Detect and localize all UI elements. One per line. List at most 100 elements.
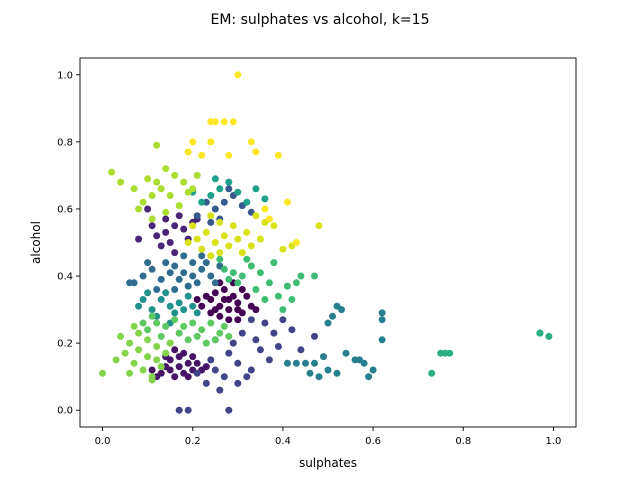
data-point [189, 353, 197, 361]
data-point [193, 296, 201, 303]
data-point [207, 192, 215, 199]
data-point [211, 366, 219, 374]
data-point [171, 262, 179, 270]
data-point [311, 359, 318, 367]
data-point [189, 138, 197, 146]
x-tick-label: 1.0 [546, 436, 562, 447]
cluster-5 [126, 252, 224, 293]
data-point [180, 349, 188, 357]
data-point [198, 151, 206, 159]
cluster-14 [184, 212, 323, 260]
y-tick-label: 0.0 [57, 406, 73, 417]
data-point [315, 222, 323, 230]
data-point [252, 212, 260, 220]
data-point [198, 198, 206, 206]
data-point [157, 363, 165, 371]
data-point [148, 215, 156, 223]
data-point [157, 332, 165, 340]
x-tick-label: 0.8 [455, 436, 471, 447]
data-point [189, 319, 197, 327]
data-point [536, 329, 544, 337]
data-point [234, 379, 242, 387]
data-point [175, 363, 183, 371]
data-point [216, 329, 224, 337]
y-tick-label: 1.0 [57, 70, 73, 81]
data-point [234, 279, 242, 287]
data-point [292, 239, 300, 246]
data-point [279, 245, 287, 253]
points-layer [99, 71, 553, 414]
data-point [166, 302, 174, 310]
data-point [288, 296, 296, 303]
data-point [153, 319, 161, 327]
data-point [139, 296, 147, 303]
data-point [139, 319, 147, 327]
data-point [153, 343, 161, 350]
data-point [180, 269, 188, 277]
data-point [139, 272, 147, 280]
data-point [207, 272, 215, 280]
data-point [162, 349, 170, 357]
data-point [135, 329, 143, 337]
data-point [234, 359, 242, 367]
data-point [148, 192, 156, 199]
data-point [175, 202, 183, 210]
data-point [153, 286, 161, 293]
data-point [265, 215, 273, 223]
data-point [171, 316, 179, 324]
data-point [320, 353, 327, 361]
data-point [216, 185, 224, 193]
data-point [198, 245, 206, 253]
data-point [247, 366, 255, 374]
data-point [130, 322, 138, 330]
data-point [211, 239, 219, 246]
x-tick-label: 0.4 [275, 436, 291, 447]
data-point [144, 259, 152, 267]
y-tick-label: 0.2 [57, 339, 73, 350]
data-point [198, 265, 206, 273]
data-point [315, 373, 323, 381]
data-point [162, 215, 170, 223]
data-point [211, 306, 219, 314]
data-point [184, 239, 192, 246]
data-point [446, 349, 454, 357]
data-point [279, 306, 287, 314]
data-point [193, 171, 201, 179]
y-tick-label: 0.6 [57, 204, 73, 215]
x-axis-ticks: 0.0 0.2 0.4 0.6 0.8 1.0 [95, 427, 562, 447]
data-point [211, 118, 219, 126]
data-point [302, 359, 309, 367]
data-point [220, 286, 228, 293]
data-point [171, 171, 179, 179]
data-point [247, 316, 255, 324]
data-point [162, 208, 170, 216]
data-point [279, 316, 287, 324]
data-point [288, 326, 296, 334]
data-point [130, 359, 138, 367]
data-point [180, 225, 188, 233]
data-point [148, 306, 156, 314]
data-point [220, 118, 228, 126]
cluster-15 [184, 71, 300, 246]
data-point [211, 205, 219, 213]
data-point [117, 178, 125, 186]
data-point [324, 319, 332, 327]
data-point [216, 386, 224, 394]
data-point [252, 336, 260, 344]
data-point [229, 269, 237, 277]
data-point [292, 279, 300, 287]
data-point [229, 222, 237, 230]
data-point [148, 222, 156, 230]
data-point [225, 332, 233, 340]
data-point [211, 289, 219, 297]
data-point [157, 275, 165, 283]
data-point [198, 302, 206, 310]
data-point [184, 282, 192, 290]
data-point [274, 292, 282, 300]
cluster-9 [428, 329, 553, 377]
data-point [378, 336, 386, 344]
data-point [193, 369, 201, 377]
data-point [238, 286, 246, 293]
data-point [171, 309, 179, 317]
